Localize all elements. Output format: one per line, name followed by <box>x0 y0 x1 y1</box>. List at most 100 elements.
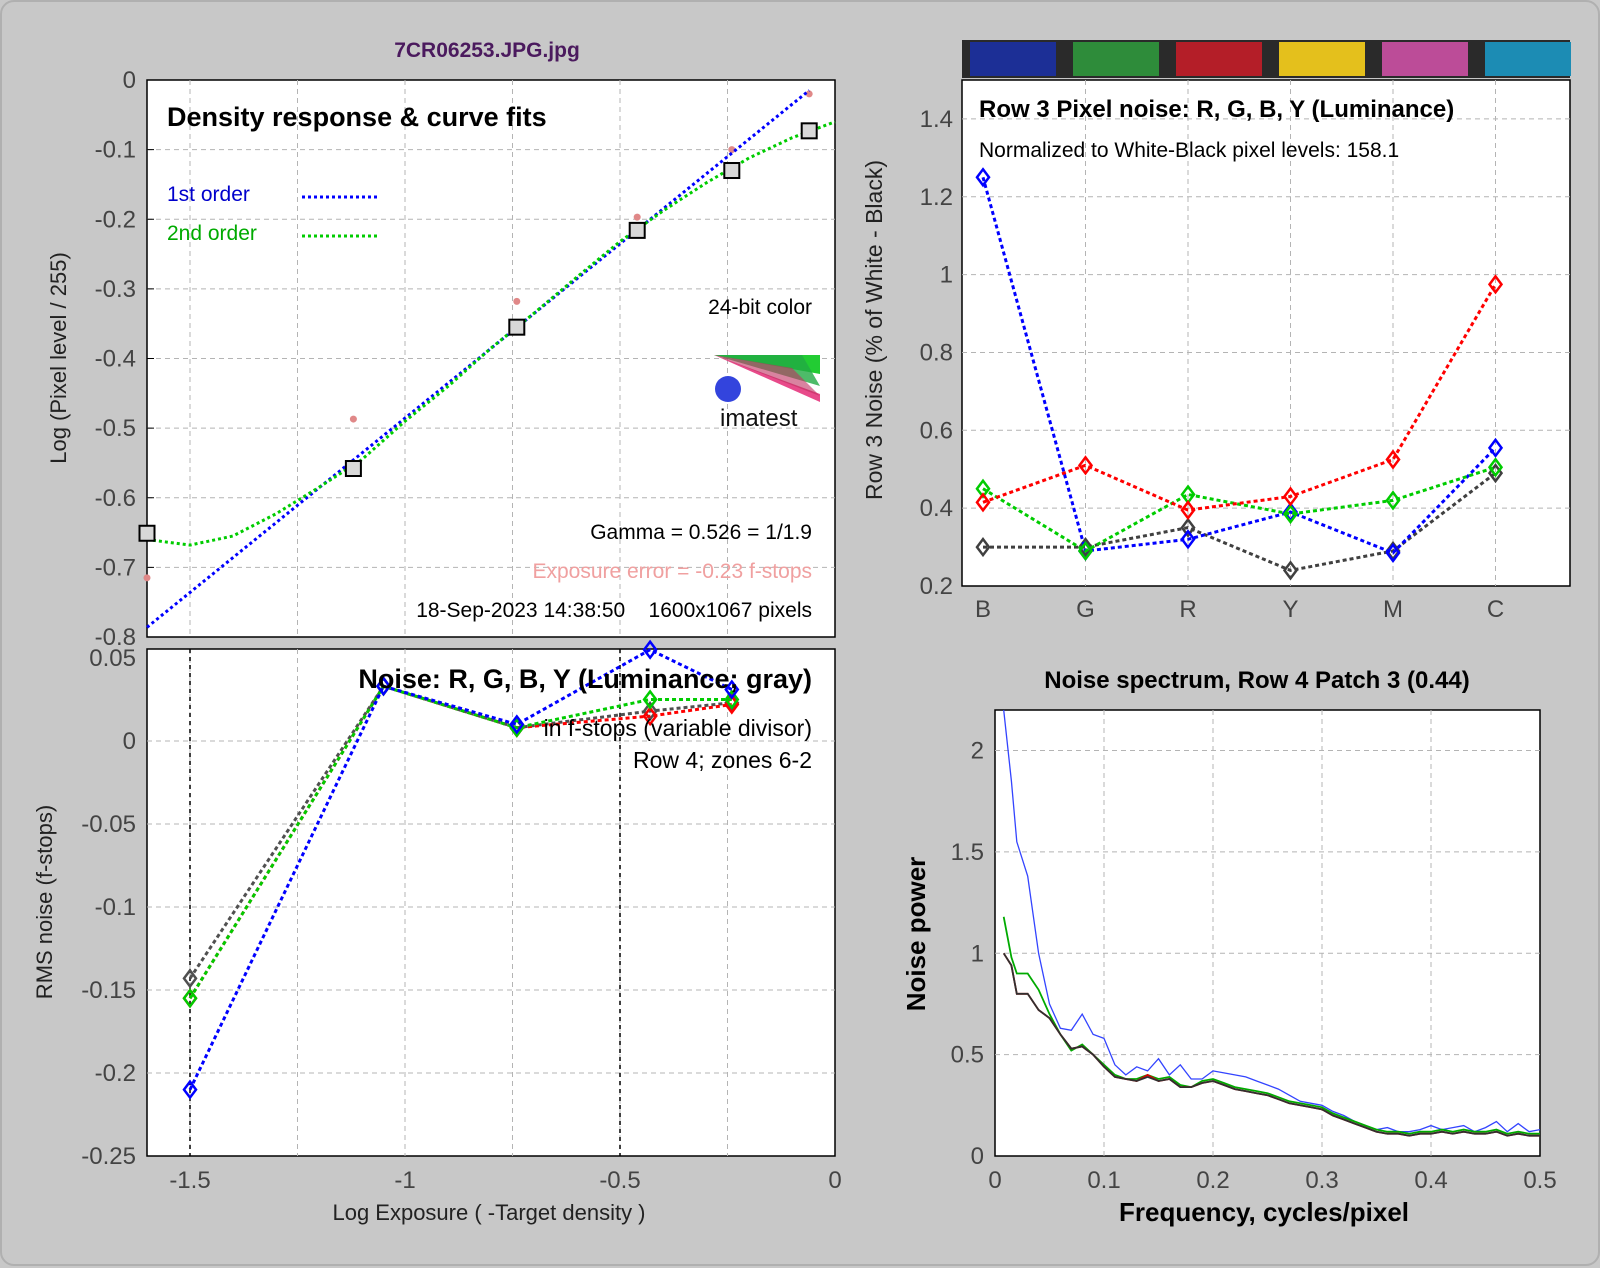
noise-fstops-marker <box>642 689 658 710</box>
noise-fstops-y-tick: -0.1 <box>95 894 136 921</box>
row3-noise-y-tick: 1.2 <box>920 184 953 211</box>
color-patch <box>1279 42 1365 76</box>
capture-info: 18-Sep-2023 14:38:50 1600x1067 pixels <box>416 599 812 622</box>
raw-density-point <box>728 146 736 154</box>
noise-fstops-marker <box>375 676 392 697</box>
noise-spectrum-x-axis-label: Frequency, cycles/pixel <box>1119 1197 1409 1227</box>
density-y-tick: -0.6 <box>95 485 136 512</box>
noise-fstops-marker <box>724 679 740 700</box>
row3-noise-marker <box>1077 455 1094 476</box>
file-title: 7CR06253.JPG.jpg <box>394 39 580 62</box>
density-plot: 0 -0.1 -0.2 -0.3 -0.4 -0.5 -0.6 -0.7 -0.8 Log (P… <box>46 67 836 651</box>
color-patch <box>1485 42 1571 76</box>
color-patch-strip <box>962 40 1571 78</box>
legend-1st-order-label: 1st order <box>167 183 250 206</box>
density-y-tick: 0 <box>123 67 136 94</box>
noise-fstops-subtitle-divisor: in f-stops (variable divisor) <box>544 715 812 741</box>
row3-noise-subtitle: Normalized to White-Black pixel levels: … <box>979 139 1399 162</box>
density-measured-point <box>723 162 741 180</box>
noise-spectrum-x-tick: 0.2 <box>1196 1167 1229 1194</box>
noise-fstops-series-line <box>188 684 732 1000</box>
noise-spectrum-series-line <box>1002 952 1540 1137</box>
row3-noise-y-tick: 1.4 <box>920 106 953 133</box>
row3-noise-marker <box>975 478 991 499</box>
row3-noise-marker <box>1385 542 1401 563</box>
noise-fstops-marker <box>642 701 658 722</box>
row3-noise-marker <box>1282 560 1299 581</box>
row3-noise-x-tick: Y <box>1282 596 1298 623</box>
noise-fstops-marker <box>642 639 658 660</box>
noise-fstops-x-tick: 0 <box>828 1167 841 1194</box>
noise-fstops-y-tick: -0.2 <box>95 1060 136 1087</box>
row3-noise-series-line <box>983 471 1497 572</box>
noise-fstops-marker <box>182 968 198 989</box>
row3-noise-marker <box>1487 274 1504 295</box>
raw-density-point <box>633 213 641 221</box>
density-measured-point <box>628 221 646 239</box>
noise-spectrum-x-tick: 0.3 <box>1305 1167 1338 1194</box>
noise-spectrum-y-tick: 0.5 <box>951 1042 984 1069</box>
row3-noise-x-tick: G <box>1076 596 1095 623</box>
noise-spectrum-y-tick: 0 <box>971 1143 984 1170</box>
density-measured-point <box>138 524 156 542</box>
row3-noise-marker <box>1487 437 1504 458</box>
color-patch <box>1073 42 1159 76</box>
raw-density-point <box>349 415 357 423</box>
noise-fstops-marker <box>724 689 740 710</box>
row3-noise-marker <box>1487 457 1504 478</box>
row3-noise-marker <box>1077 540 1094 562</box>
row3-noise-y-tick: 1 <box>940 262 953 289</box>
row3-noise-marker <box>1180 517 1196 538</box>
row3-noise-marker <box>1282 486 1299 507</box>
density-title: Density response & curve fits <box>167 102 547 132</box>
noise-spectrum-x-tick: 0.5 <box>1523 1167 1556 1194</box>
noise-spectrum-series-line <box>1002 916 1540 1135</box>
noise-fstops-title: Noise: R, G, B, Y (Luminance; gray) <box>358 664 812 694</box>
row3-noise-marker <box>1385 490 1401 511</box>
density-measured-point <box>800 122 818 140</box>
row3-noise-series-line <box>982 465 1496 553</box>
density-measured-point <box>508 318 526 336</box>
noise-spectrum-plot-area <box>994 709 1541 1157</box>
row3-noise-y-axis-label: Row 3 Noise (% of White - Black) <box>861 160 887 500</box>
noise-spectrum-x-tick: 0.1 <box>1087 1167 1120 1194</box>
row3-noise-y-tick: 0.6 <box>920 417 953 444</box>
row3-noise-marker <box>975 492 991 513</box>
row3-noise-y-tick: 0.8 <box>920 339 953 366</box>
noise-spectrum-x-tick: 0.4 <box>1414 1167 1447 1194</box>
row3-noise-x-tick: C <box>1487 596 1504 623</box>
row3-noise-plot-area <box>961 79 1571 587</box>
noise-fstops-marker <box>642 706 658 727</box>
density-y-tick: -0.5 <box>95 415 136 442</box>
noise-fstops-plot-area <box>146 648 836 1157</box>
density-y-axis-label: Log (Pixel level / 255) <box>46 252 71 464</box>
imatest-logo: imatest <box>714 355 820 432</box>
noise-spectrum-y-tick: 1.5 <box>951 839 984 866</box>
row3-noise-marker <box>1180 529 1196 550</box>
density-y-tick: -0.3 <box>95 276 136 303</box>
noise-fstops-plot: 0.050-0.05-0.1-0.15-0.2-0.25-1.5 -1 -0.5 0 … <box>32 639 842 1225</box>
noise-spectrum-x-tick: 0 <box>988 1167 1001 1194</box>
density-y-tick: -0.4 <box>95 346 136 373</box>
noise-spectrum-y-tick: 2 <box>971 738 984 765</box>
density-y-tick: -0.1 <box>95 137 136 164</box>
row3-noise-y-tick: 0.2 <box>920 573 953 600</box>
color-patch <box>970 42 1056 76</box>
color-patch <box>1382 42 1468 76</box>
density-y-tick: -0.2 <box>95 206 136 233</box>
color-patch <box>1176 42 1262 76</box>
noise-fstops-x-tick: -1.5 <box>169 1167 210 1194</box>
legend-2nd-order-label: 2nd order <box>167 222 257 245</box>
noise-fstops-y-tick: -0.05 <box>81 811 136 838</box>
noise-fstops-subtitle-row: Row 4; zones 6-2 <box>633 747 812 773</box>
row3-noise-marker <box>975 536 991 558</box>
noise-spectrum-series-line <box>1003 709 1541 1133</box>
row3-noise-marker <box>975 167 991 188</box>
exposure-error: Exposure error = -0.23 f-stops <box>532 560 812 583</box>
noise-fstops-x-axis-label: Log Exposure ( -Target density ) <box>332 1200 645 1225</box>
row3-noise-y-tick: 0.4 <box>920 495 953 522</box>
density-y-tick: -0.7 <box>95 554 136 581</box>
row3-noise-x-tick: B <box>975 596 991 623</box>
